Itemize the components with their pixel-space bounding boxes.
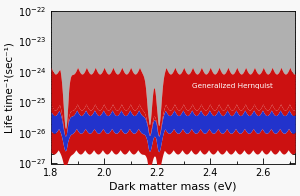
Y-axis label: Life time⁻¹(sec⁻¹): Life time⁻¹(sec⁻¹) (5, 42, 15, 132)
X-axis label: Dark matter mass (eV): Dark matter mass (eV) (109, 181, 237, 191)
Text: Generalized Hernquist: Generalized Hernquist (192, 83, 272, 89)
Text: NFW: NFW (163, 116, 180, 125)
